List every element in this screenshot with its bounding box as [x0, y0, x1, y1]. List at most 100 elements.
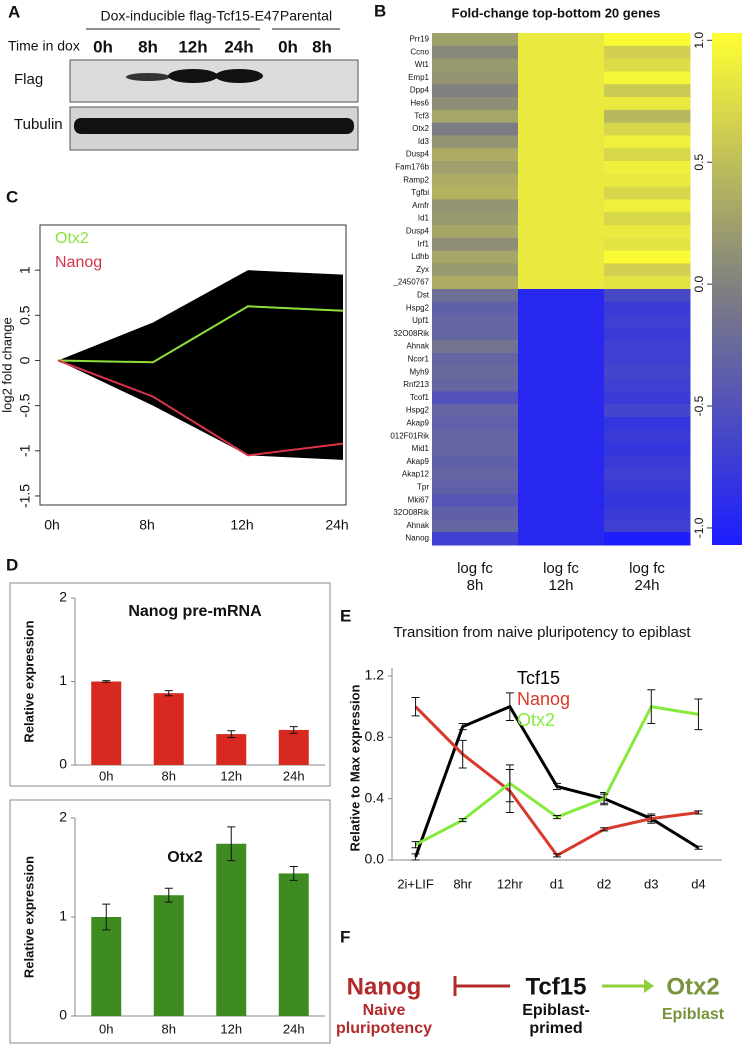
- heat-cell: [518, 289, 605, 303]
- row-label: Dusp4: [406, 227, 430, 236]
- error-bar: [600, 793, 609, 804]
- error-bar: [164, 887, 173, 903]
- error-bar: [289, 866, 298, 881]
- row-label: Ahnak: [406, 342, 430, 351]
- heat-cell: [604, 455, 691, 469]
- heat-cell: [604, 250, 691, 264]
- row-label: Mki67: [408, 495, 430, 504]
- heat-cell: [518, 391, 605, 405]
- heat-cell: [432, 33, 519, 47]
- heat-cell: [432, 135, 519, 149]
- x-tick-label: 8h: [162, 768, 176, 783]
- x-tick-label: 12hr: [497, 876, 524, 891]
- y-tick-label: -1: [17, 444, 33, 457]
- heat-cell: [604, 340, 691, 354]
- heat-cell: [432, 455, 519, 469]
- error-bar: [647, 689, 656, 725]
- node: Tcf15: [526, 973, 587, 1000]
- column-label-box: log fc 8h: [457, 560, 493, 594]
- trajectory-band: [58, 270, 343, 460]
- node-caption: Epiblast: [662, 1006, 725, 1023]
- heat-cell: [604, 276, 691, 290]
- error-bar: [694, 810, 703, 815]
- y-tick-label: 0.5: [17, 305, 33, 325]
- row-label: Tcof1: [410, 393, 430, 402]
- error-bar: [102, 680, 111, 683]
- bar: [278, 873, 309, 1016]
- y-tick-label: 0: [59, 756, 67, 772]
- heat-cell: [604, 404, 691, 418]
- y-tick-label: 1: [17, 266, 33, 274]
- x-tick-label: 12h: [220, 768, 242, 783]
- error-bar: [411, 696, 420, 717]
- y-axis-label: log2 fold change: [0, 317, 14, 412]
- heat-cell: [604, 314, 691, 328]
- row-label: 012F01Rik: [390, 431, 430, 440]
- heat-cell: [432, 58, 519, 72]
- y-tick-label: 0.4: [365, 789, 385, 805]
- panel-label: F: [340, 927, 350, 946]
- row-label: Tubulin: [14, 116, 63, 133]
- heat-cell: [604, 212, 691, 226]
- y-tick-label: 0: [59, 1007, 67, 1023]
- heat-cell: [432, 97, 519, 111]
- error-bar: [411, 853, 420, 861]
- lane-label: 8h: [312, 37, 332, 56]
- error-bar: [600, 827, 609, 832]
- colorbar-tick-label: 1.0: [692, 32, 706, 49]
- row-label: Hspg2: [406, 406, 430, 415]
- row-label: Mid1: [412, 444, 430, 453]
- bar: [91, 917, 122, 1016]
- heat-cell: [518, 353, 605, 367]
- heat-cell: [604, 506, 691, 520]
- colorbar: [712, 33, 742, 545]
- row-label: Irf1: [417, 239, 429, 248]
- panel-label: C: [6, 187, 18, 206]
- heat-cell: [432, 442, 519, 456]
- bar: [278, 729, 309, 765]
- lane-label: 0h: [93, 37, 113, 56]
- series-line: [57, 359, 344, 457]
- heat-cell: [604, 532, 691, 546]
- band: [126, 73, 170, 81]
- x-tick-label: d2: [597, 876, 611, 891]
- row-label: 32O08Rik: [393, 329, 430, 338]
- colorbar-tick-label: -1.0: [692, 517, 706, 538]
- node: Nanog: [347, 973, 422, 1000]
- heat-cell: [432, 225, 519, 239]
- heat-cell: [518, 148, 605, 162]
- heat-cell: [432, 186, 519, 200]
- error-bar: [102, 903, 111, 931]
- heat-cell: [432, 519, 519, 533]
- panel-label: A: [8, 2, 20, 21]
- heat-cell: [432, 276, 519, 290]
- band: [168, 69, 218, 83]
- heat-cell: [432, 71, 519, 85]
- node-caption-text: Epiblast-primed: [522, 1002, 590, 1038]
- heat-cell: [518, 327, 605, 341]
- row-label: Time in dox: [8, 38, 80, 54]
- heat-cell: [518, 225, 605, 239]
- heat-cell: [604, 365, 691, 380]
- row-label: Nanog: [405, 534, 429, 543]
- y-tick-label: 1: [59, 672, 67, 688]
- row-label: Akap9: [406, 457, 429, 466]
- row-label: Hspg2: [406, 303, 430, 312]
- heat-cell: [518, 173, 605, 188]
- column-label-box: log fc 24h: [629, 560, 665, 594]
- panel-label: E: [340, 606, 351, 625]
- bar: [153, 895, 184, 1016]
- row-label: Myh9: [409, 367, 429, 376]
- error-bar: [505, 692, 514, 721]
- heat-cell: [604, 97, 691, 111]
- heat-cell: [604, 58, 691, 72]
- error-bar: [227, 826, 236, 862]
- heat-cell: [518, 340, 605, 354]
- heat-cell: [518, 71, 605, 85]
- heat-cell: [432, 122, 519, 136]
- row-label: Akap12: [402, 470, 430, 479]
- heat-cell: [518, 33, 605, 47]
- y-tick-label: 2: [59, 809, 67, 825]
- heat-cell: [432, 237, 519, 252]
